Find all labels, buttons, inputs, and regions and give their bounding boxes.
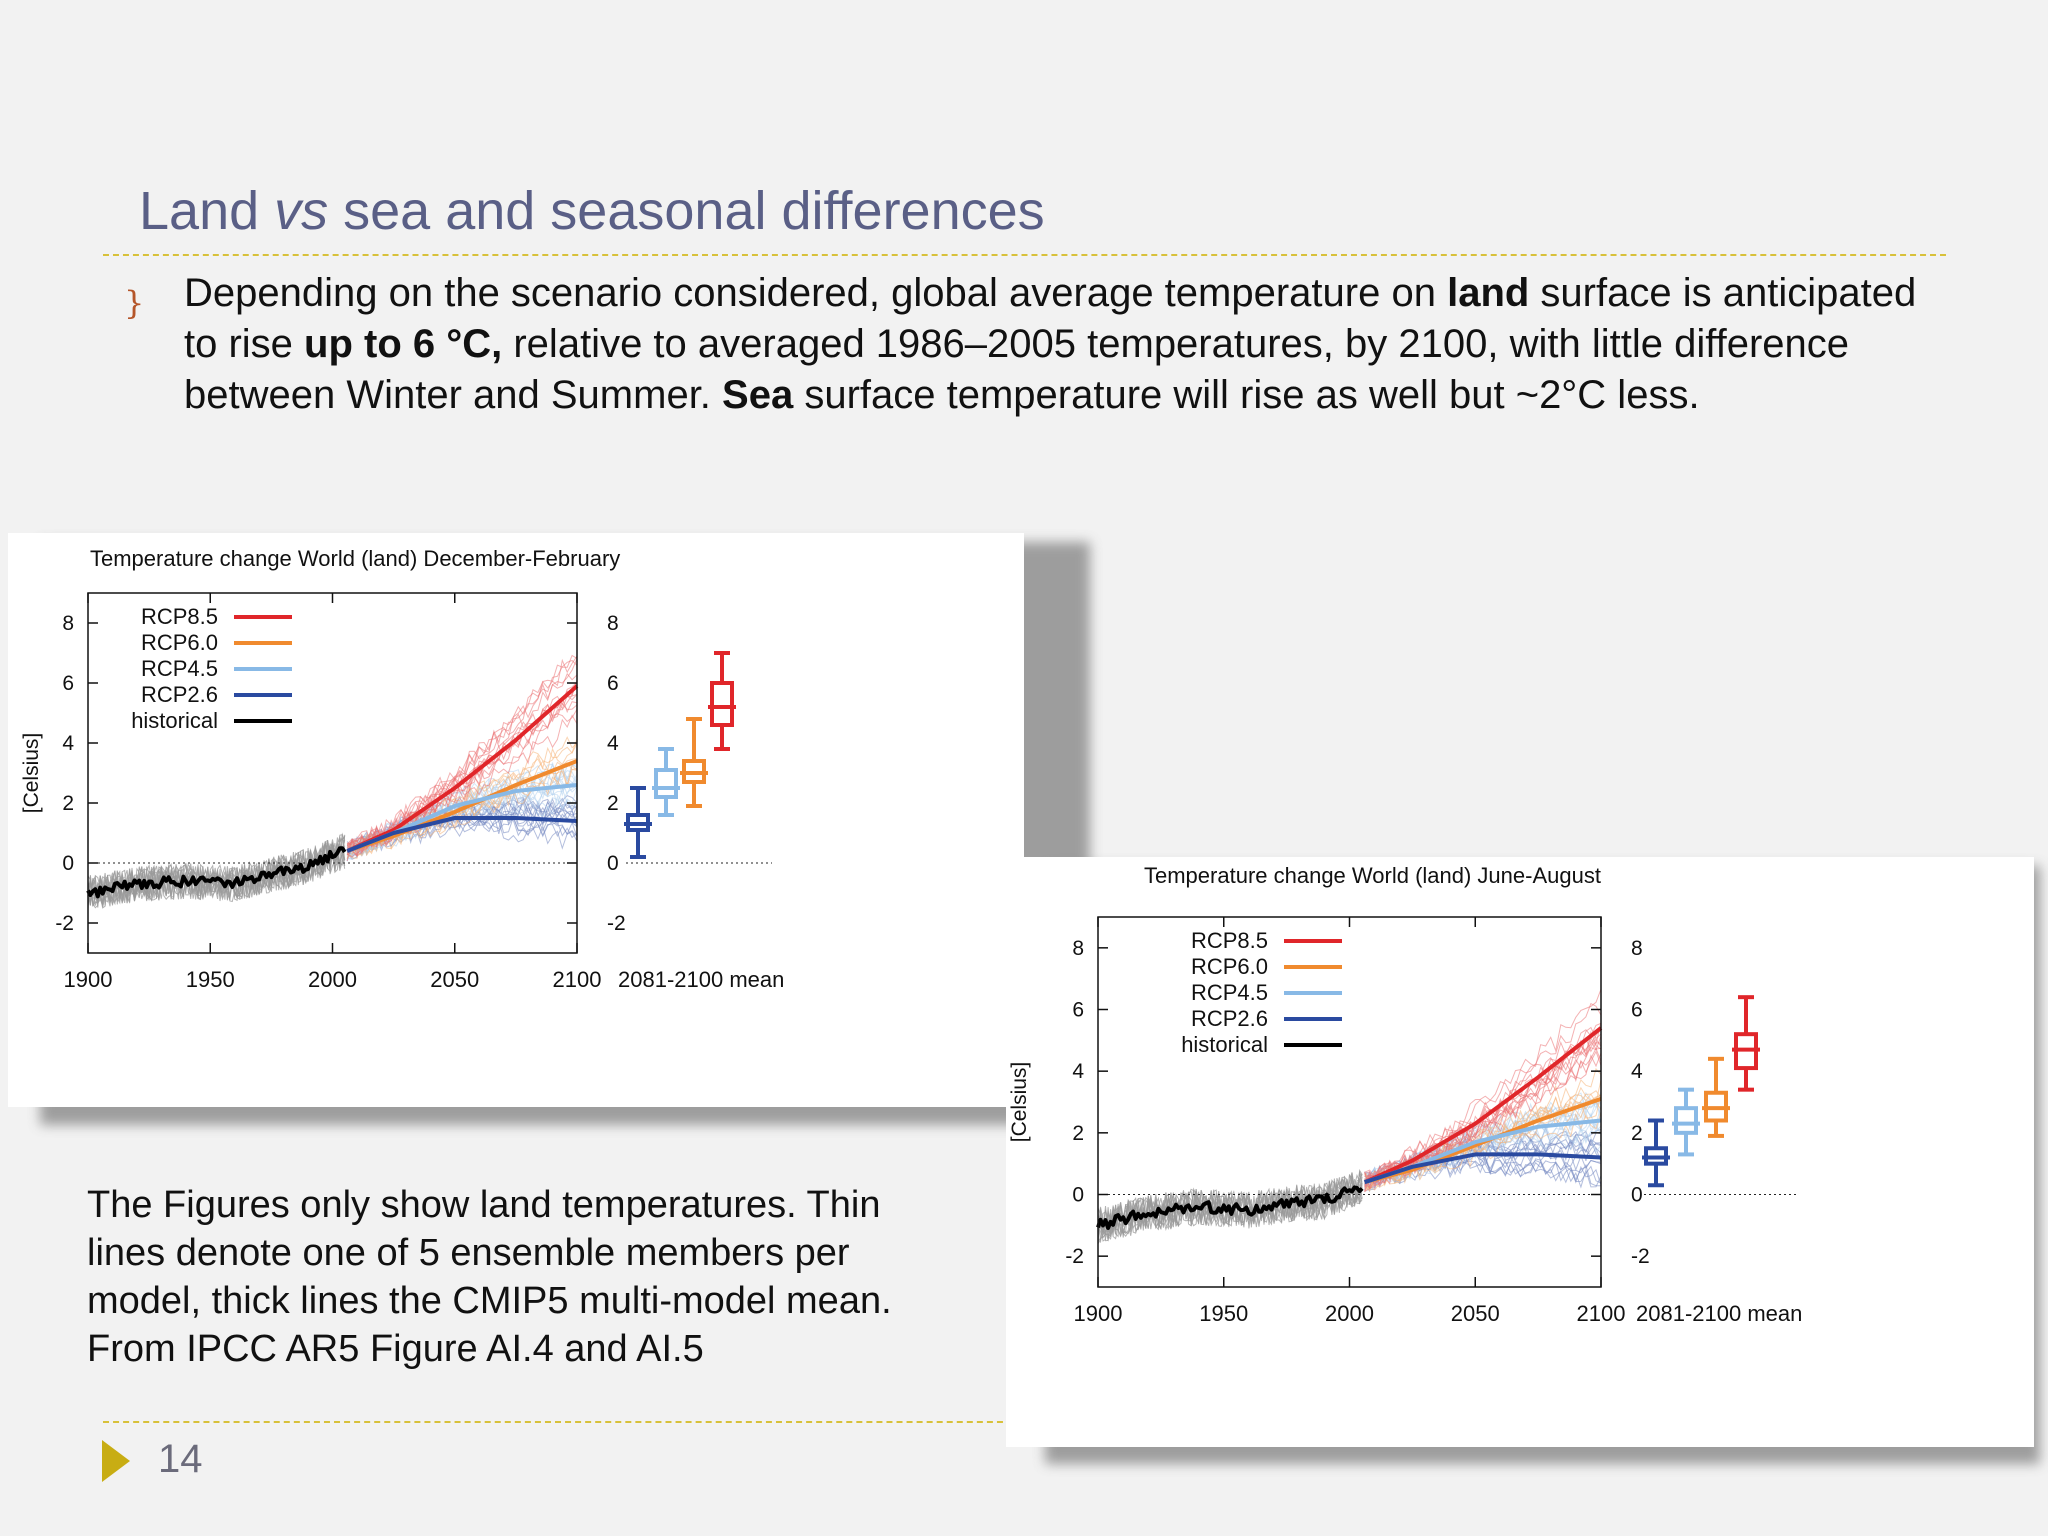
play-arrow-icon [102,1440,130,1482]
ensemble-member-line [1364,1094,1601,1193]
y-tick-label: 8 [1072,937,1084,960]
boxplot-box [710,681,734,727]
ensemble-member-line [1364,1002,1601,1189]
ensemble-member-line [1364,1047,1601,1193]
x-tick-label: 1950 [1199,1301,1248,1326]
y-tick-label: 6 [62,672,74,695]
bullet-marker-icon: } [124,284,145,322]
legend-label: RCP8.5 [141,604,218,629]
y-tick-label-right: 6 [1631,999,1643,1022]
y-axis-label: [Celsius] [20,733,43,814]
y-tick-label-right: -2 [607,912,626,935]
y-tick-label: 4 [62,732,74,755]
legend-label: RCP2.6 [1191,1006,1268,1031]
historical-member-line [1098,1172,1363,1242]
footer-divider [103,1421,1013,1423]
series-mean-line-historical [1096,1185,1364,1230]
legend-label: historical [131,708,218,733]
chart-jun-aug: Temperature change World (land) June-Aug… [1006,857,2034,1447]
x-tick-label: 2000 [308,967,357,992]
y-tick-label-right: 6 [607,672,619,695]
page-number: 14 [158,1437,203,1481]
chart-dec-feb-svg: Temperature change World (land) December… [20,546,784,992]
x-tick-label: 2050 [1451,1301,1500,1326]
plot-frame [1097,916,1602,1288]
x-tick-label: 2000 [1325,1301,1374,1326]
bullet-text: Depending on the scenario considered, gl… [184,271,1917,417]
y-tick-label-right: 4 [607,732,619,755]
legend-label: RCP6.0 [1191,954,1268,979]
x-tick-label: 2050 [430,967,479,992]
legend-label: RCP4.5 [141,656,218,681]
series-mean-line-rcp26 [346,816,578,853]
y-tick-label: 6 [1072,999,1084,1022]
boxplot-label: 2081-2100 mean [618,967,784,992]
y-tick-label-right: 2 [1631,1122,1643,1145]
figure-caption: The Figures only show land temperatures.… [87,1184,892,1370]
legend-label: RCP8.5 [1191,928,1268,953]
legend-label: RCP4.5 [1191,980,1268,1005]
series-mean-line-historical [86,846,347,899]
ensemble-member-line [1364,1150,1601,1185]
y-tick-label: 4 [1072,1060,1084,1083]
y-tick-label-right: -2 [1631,1245,1650,1268]
series-mean-line-rcp85 [1363,1026,1603,1185]
chart-title: Temperature change World (land) December… [90,546,620,571]
boxplot-box [654,768,678,799]
y-tick-label-right: 2 [607,792,619,815]
chart-dec-feb: Temperature change World (land) December… [8,533,1024,1107]
x-tick-label: 1950 [186,967,235,992]
x-tick-label: 2100 [553,967,602,992]
legend-label: RCP6.0 [141,630,218,655]
series-mean-line-rcp26 [1363,1152,1602,1185]
y-tick-label-right: 8 [1631,937,1643,960]
y-tick-label: -2 [55,912,74,935]
y-tick-label-right: 4 [1631,1060,1643,1083]
y-tick-label-right: 0 [1631,1184,1643,1207]
chart-title: Temperature change World (land) June-Aug… [1144,863,1601,888]
y-tick-label: 0 [1072,1184,1084,1207]
ensemble-member-line [1364,1132,1601,1192]
y-tick-label: 2 [62,792,74,815]
chart-jun-aug-svg: Temperature change World (land) June-Aug… [1008,863,1802,1326]
x-tick-label: 1900 [64,967,113,992]
y-tick-label-right: 0 [607,852,619,875]
legend-label: historical [1181,1032,1268,1057]
y-tick-label: 8 [62,612,74,635]
y-tick-label: 2 [1072,1122,1084,1145]
ensemble-member-line [346,714,577,858]
y-tick-label-right: 8 [607,612,619,635]
legend-label: RCP2.6 [141,682,218,707]
x-tick-label: 1900 [1074,1301,1123,1326]
x-tick-label: 2100 [1577,1301,1626,1326]
boxplot-label: 2081-2100 mean [1636,1301,1802,1326]
y-tick-label: -2 [1065,1245,1084,1268]
y-axis-label: [Celsius] [1008,1062,1031,1143]
historical-member-line [88,841,346,906]
slide-title: Land vs sea and seasonal differences [139,181,1045,241]
ensemble-member-line [346,655,577,853]
y-tick-label: 0 [62,852,74,875]
ensemble-member-line [347,776,577,852]
title-divider [103,254,1946,256]
ensemble-member-line [1364,1038,1601,1184]
boxplot-box [1674,1106,1698,1135]
